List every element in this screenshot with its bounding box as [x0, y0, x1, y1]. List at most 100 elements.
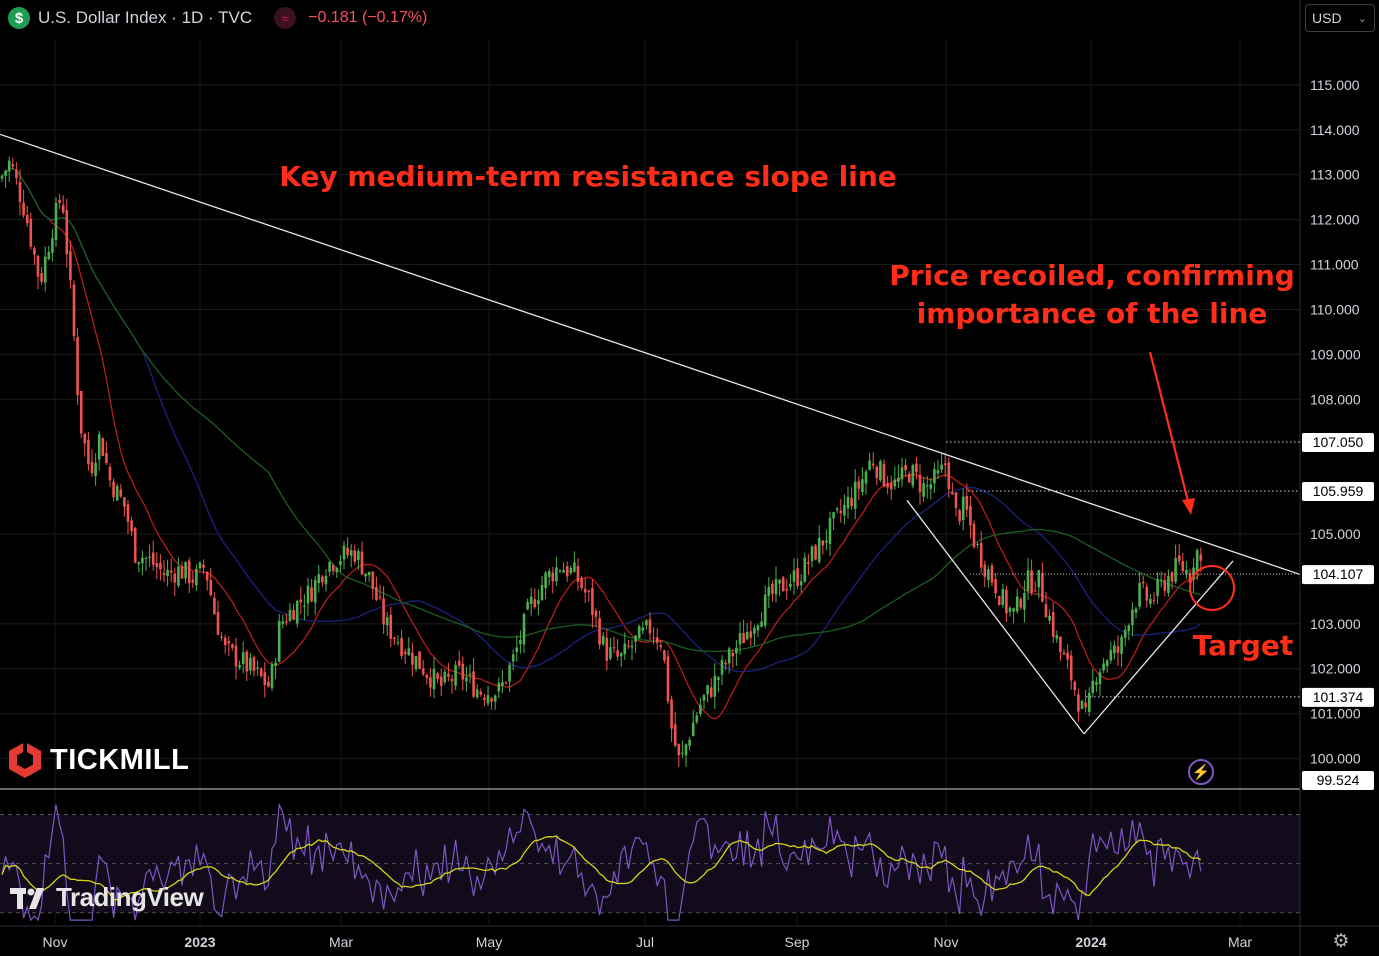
candle-body — [663, 650, 666, 661]
candle-body — [436, 673, 439, 679]
price-tick-label: 115.000 — [1310, 77, 1360, 93]
candle-body — [36, 255, 40, 277]
candle-body — [403, 651, 407, 655]
candle-body — [551, 572, 555, 582]
candle-body — [562, 570, 565, 573]
candle-body — [292, 609, 295, 620]
candle-body — [839, 510, 843, 514]
candle-body — [209, 580, 213, 596]
price-tick-label: 100.000 — [1310, 751, 1361, 767]
price-tick-label: 113.000 — [1310, 167, 1360, 183]
candle-body — [814, 545, 817, 560]
candle-body — [40, 273, 43, 282]
candle-body — [594, 610, 598, 617]
target-annotation: Target — [1193, 629, 1294, 662]
candle-body — [673, 724, 677, 746]
target-circle — [1189, 565, 1235, 611]
candle-body — [925, 485, 929, 487]
rsi-moving-average — [1, 835, 1202, 901]
candle-body — [277, 621, 281, 662]
candle-body — [537, 600, 540, 605]
candle-body — [285, 621, 288, 623]
candle-body — [832, 512, 835, 519]
candle-body — [349, 550, 353, 556]
candle-body — [515, 647, 519, 653]
candle-body — [490, 698, 493, 702]
candle-body — [475, 689, 479, 698]
candle-body — [465, 677, 468, 682]
candle-body — [202, 564, 205, 568]
time-tick-label: Jul — [636, 934, 654, 950]
candle-body — [929, 484, 933, 489]
candle-body — [670, 699, 673, 729]
candle-body — [223, 637, 227, 646]
candle-body — [569, 568, 573, 574]
candle-body — [511, 654, 515, 662]
symbol-title[interactable]: U.S. Dollar Index · 1D · TVC — [38, 8, 253, 27]
price-tick-label: 103.000 — [1310, 616, 1361, 632]
candle-body — [1019, 599, 1023, 608]
candle-body — [807, 562, 810, 564]
candle-body — [749, 631, 753, 638]
candle-body — [861, 479, 864, 493]
candle-body — [371, 571, 375, 589]
currency-select[interactable]: USD ⌄ — [1305, 4, 1375, 32]
gear-icon[interactable]: ⚙ — [1332, 930, 1350, 952]
candle-body — [630, 645, 634, 648]
candle-body — [540, 585, 544, 600]
candle-body — [173, 573, 177, 583]
candle-body — [1159, 579, 1163, 581]
candle-body — [112, 481, 115, 498]
candle-body — [846, 496, 850, 509]
candle-body — [159, 562, 162, 570]
candle-body — [1008, 607, 1012, 612]
candle-body — [1174, 557, 1177, 582]
lightning-icon[interactable]: ⚡ — [1188, 759, 1214, 785]
candle-body — [619, 653, 623, 657]
candle-body — [558, 570, 562, 572]
candle-body — [1167, 575, 1170, 594]
price-tick-label: 110.000 — [1310, 301, 1360, 317]
candle-body — [933, 469, 936, 484]
candle-body — [580, 578, 583, 589]
candle-body — [677, 744, 681, 756]
candle-body — [555, 567, 558, 582]
candle-body — [907, 473, 911, 483]
candle-body — [771, 583, 774, 594]
candle-body — [897, 477, 900, 482]
candle-body — [796, 568, 799, 586]
candle-body — [735, 647, 738, 654]
candle-body — [1048, 615, 1051, 621]
candle-body — [738, 633, 742, 645]
tradingview-icon — [10, 887, 44, 909]
candle-body — [33, 248, 36, 255]
candle-body — [267, 681, 270, 687]
candle-body — [1015, 596, 1019, 612]
rsi-line — [1, 802, 1202, 922]
candle-body — [969, 505, 972, 526]
price-level-box — [1302, 770, 1374, 790]
candle-body — [198, 562, 202, 569]
candle-body — [184, 561, 187, 579]
candle-body — [857, 481, 861, 489]
candle-body — [493, 695, 497, 702]
candle-body — [1087, 692, 1091, 712]
candle-body — [828, 518, 832, 545]
candle-body — [234, 645, 238, 667]
recoil-arrow-shaft — [1148, 351, 1191, 506]
candle-body — [187, 560, 191, 584]
candle-body — [1116, 646, 1120, 653]
candle-body — [778, 579, 781, 584]
candle-body — [810, 546, 814, 562]
price-change: −0.181 (−0.17%) — [308, 9, 428, 26]
wave-icon[interactable]: ≈ — [274, 7, 297, 29]
candle-body — [331, 565, 335, 571]
candle-body — [1077, 694, 1080, 712]
recoil-annotation-line2: importance of the line — [917, 297, 1268, 330]
candle-body — [58, 199, 61, 203]
candle-body — [688, 739, 691, 746]
candle-body — [317, 574, 321, 584]
candle-body — [346, 547, 349, 556]
candle-body — [972, 523, 976, 548]
